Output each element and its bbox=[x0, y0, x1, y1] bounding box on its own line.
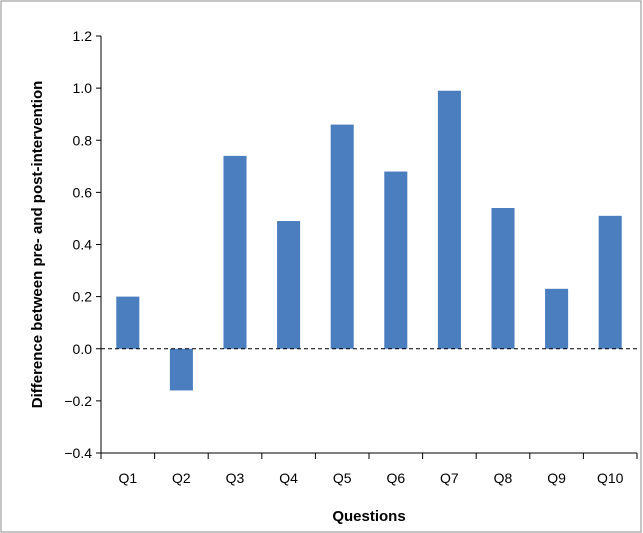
bar-q6 bbox=[384, 171, 408, 349]
bar-q3 bbox=[223, 155, 247, 349]
bar-q5 bbox=[330, 124, 354, 349]
x-tick-label: Q5 bbox=[333, 470, 352, 486]
bars-layer bbox=[116, 90, 622, 391]
y-tick-label: 0.8 bbox=[73, 132, 93, 148]
x-tick-label: Q2 bbox=[172, 470, 191, 486]
y-tick-label: 0.0 bbox=[73, 341, 93, 357]
bar-q10 bbox=[598, 215, 622, 349]
y-tick-label: 0.6 bbox=[73, 184, 93, 200]
x-ticks: Q1 Q2 Q3 Q4 Q5 Q6 Q7 Q8 Q9 Q10 bbox=[100, 453, 638, 486]
x-tick-label: Q10 bbox=[597, 470, 624, 486]
x-tick-label: Q4 bbox=[279, 470, 298, 486]
x-tick-label: Q1 bbox=[118, 470, 137, 486]
y-tick-label: 1.0 bbox=[73, 80, 93, 96]
x-tick-label: Q3 bbox=[226, 470, 245, 486]
y-tick-label: 0.2 bbox=[73, 289, 93, 305]
y-ticks: −0.4 −0.2 0.0 0.2 0.4 0.6 0.8 1.0 1.2 bbox=[64, 28, 101, 461]
bar-q8 bbox=[491, 208, 515, 349]
bar-q2 bbox=[169, 348, 193, 391]
bar-q9 bbox=[545, 288, 569, 349]
x-tick-label: Q9 bbox=[547, 470, 566, 486]
y-tick-label: −0.4 bbox=[64, 445, 92, 461]
y-tick-label: −0.2 bbox=[64, 393, 92, 409]
bar-q4 bbox=[277, 221, 301, 349]
y-tick-label: 0.4 bbox=[73, 237, 93, 253]
x-axis-title: Questions bbox=[332, 508, 405, 525]
x-tick-label: Q7 bbox=[440, 470, 459, 486]
y-tick-label: 1.2 bbox=[73, 28, 93, 44]
y-axis-title: Difference between pre- and post-interve… bbox=[29, 81, 46, 409]
bar-q1 bbox=[116, 296, 140, 349]
x-tick-label: Q8 bbox=[494, 470, 513, 486]
x-tick-label: Q6 bbox=[386, 470, 405, 486]
bar-q7 bbox=[437, 90, 461, 349]
